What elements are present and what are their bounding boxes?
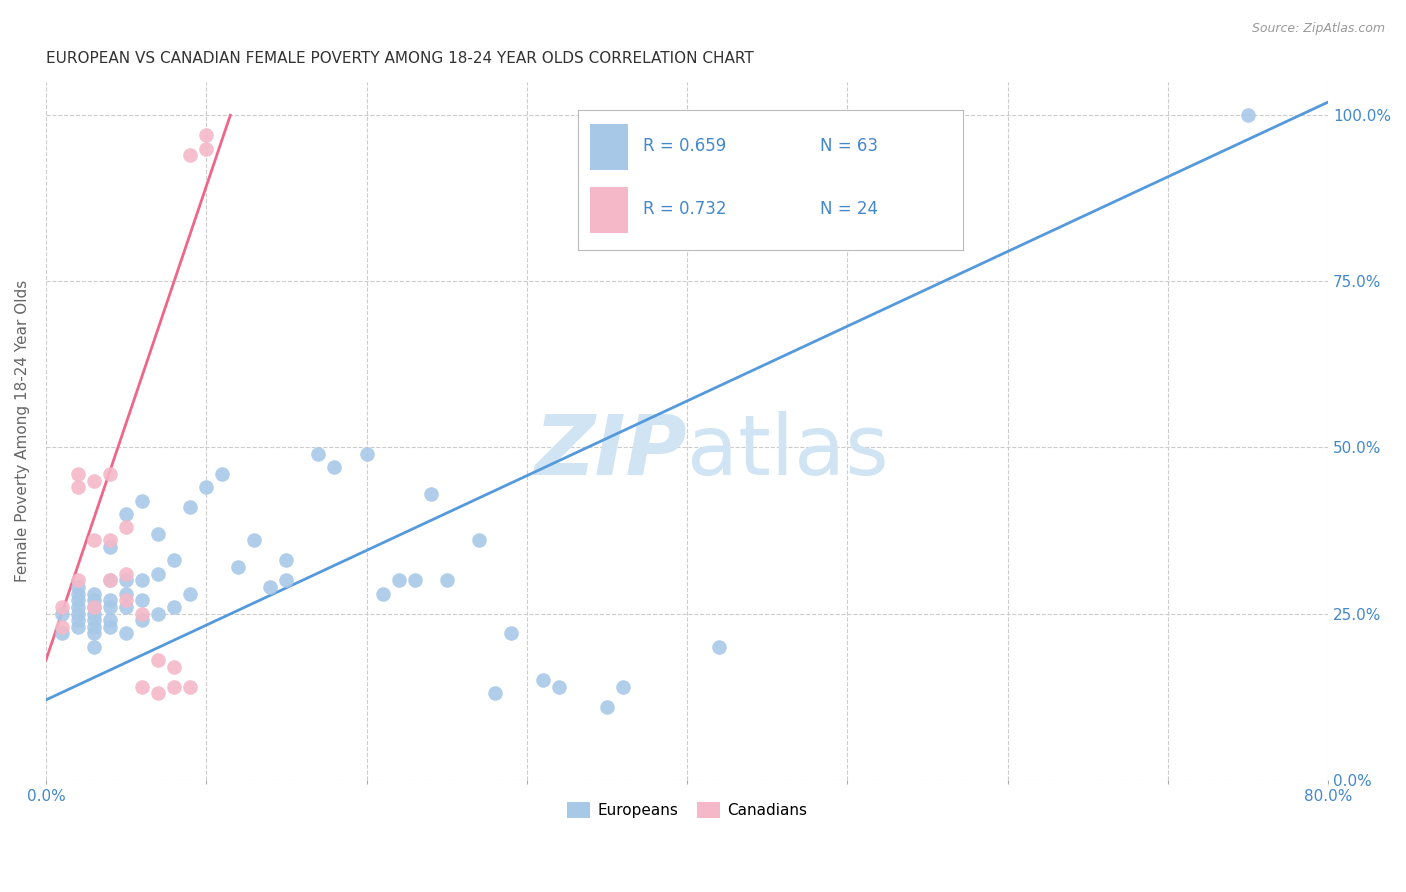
Point — [66, 480, 89, 494]
Point — [547, 680, 569, 694]
Y-axis label: Female Poverty Among 18-24 Year Olds: Female Poverty Among 18-24 Year Olds — [15, 280, 30, 582]
Point — [115, 520, 138, 534]
Point — [66, 599, 89, 614]
Point — [66, 620, 89, 634]
Point — [259, 580, 281, 594]
Point — [51, 607, 73, 621]
Point — [195, 142, 218, 156]
Point — [115, 599, 138, 614]
Point — [307, 447, 329, 461]
Point — [131, 607, 153, 621]
Point — [83, 620, 105, 634]
Legend: Europeans, Canadians: Europeans, Canadians — [561, 796, 813, 824]
Point — [83, 607, 105, 621]
Point — [387, 574, 409, 588]
Point — [531, 673, 554, 687]
Point — [115, 574, 138, 588]
Point — [66, 593, 89, 607]
Point — [98, 467, 121, 481]
Point — [83, 626, 105, 640]
Text: EUROPEAN VS CANADIAN FEMALE POVERTY AMONG 18-24 YEAR OLDS CORRELATION CHART: EUROPEAN VS CANADIAN FEMALE POVERTY AMON… — [46, 51, 754, 66]
Point — [115, 507, 138, 521]
Point — [131, 593, 153, 607]
Text: ZIP: ZIP — [534, 411, 688, 492]
Point — [115, 586, 138, 600]
Point — [131, 680, 153, 694]
Point — [146, 526, 169, 541]
Point — [83, 599, 105, 614]
Point — [163, 659, 186, 673]
Point — [179, 148, 201, 162]
Point — [83, 613, 105, 627]
Point — [66, 467, 89, 481]
Point — [51, 599, 73, 614]
Point — [66, 586, 89, 600]
Point — [484, 686, 506, 700]
Point — [243, 533, 266, 548]
Point — [467, 533, 489, 548]
Point — [419, 487, 441, 501]
Point — [179, 500, 201, 515]
Point — [276, 553, 298, 567]
Point — [356, 447, 378, 461]
Point — [276, 574, 298, 588]
Point — [404, 574, 426, 588]
Point — [66, 574, 89, 588]
Point — [1237, 108, 1260, 122]
Point — [83, 533, 105, 548]
Point — [83, 586, 105, 600]
Point — [83, 474, 105, 488]
Point — [195, 128, 218, 143]
Point — [83, 599, 105, 614]
Point — [371, 586, 394, 600]
Point — [66, 613, 89, 627]
Point — [51, 626, 73, 640]
Point — [163, 599, 186, 614]
Point — [211, 467, 233, 481]
Point — [131, 493, 153, 508]
Point — [98, 540, 121, 554]
Point — [612, 680, 634, 694]
Point — [66, 580, 89, 594]
Point — [436, 574, 458, 588]
Point — [83, 593, 105, 607]
Point — [98, 599, 121, 614]
Point — [179, 586, 201, 600]
Point — [323, 460, 346, 475]
Text: Source: ZipAtlas.com: Source: ZipAtlas.com — [1251, 22, 1385, 36]
Point — [98, 574, 121, 588]
Point — [98, 533, 121, 548]
Point — [98, 613, 121, 627]
Point — [115, 593, 138, 607]
Point — [596, 699, 619, 714]
Point — [146, 607, 169, 621]
Point — [98, 593, 121, 607]
Point — [98, 620, 121, 634]
Point — [146, 566, 169, 581]
Point — [83, 640, 105, 654]
Point — [115, 566, 138, 581]
Point — [163, 553, 186, 567]
Point — [131, 613, 153, 627]
Point — [179, 680, 201, 694]
Point — [226, 560, 249, 574]
Text: atlas: atlas — [688, 411, 889, 492]
Point — [146, 653, 169, 667]
Point — [163, 680, 186, 694]
Point — [51, 620, 73, 634]
Point — [195, 480, 218, 494]
Point — [131, 574, 153, 588]
Point — [146, 686, 169, 700]
Point — [66, 607, 89, 621]
Point — [98, 574, 121, 588]
Point — [115, 626, 138, 640]
Point — [707, 640, 730, 654]
Point — [499, 626, 522, 640]
